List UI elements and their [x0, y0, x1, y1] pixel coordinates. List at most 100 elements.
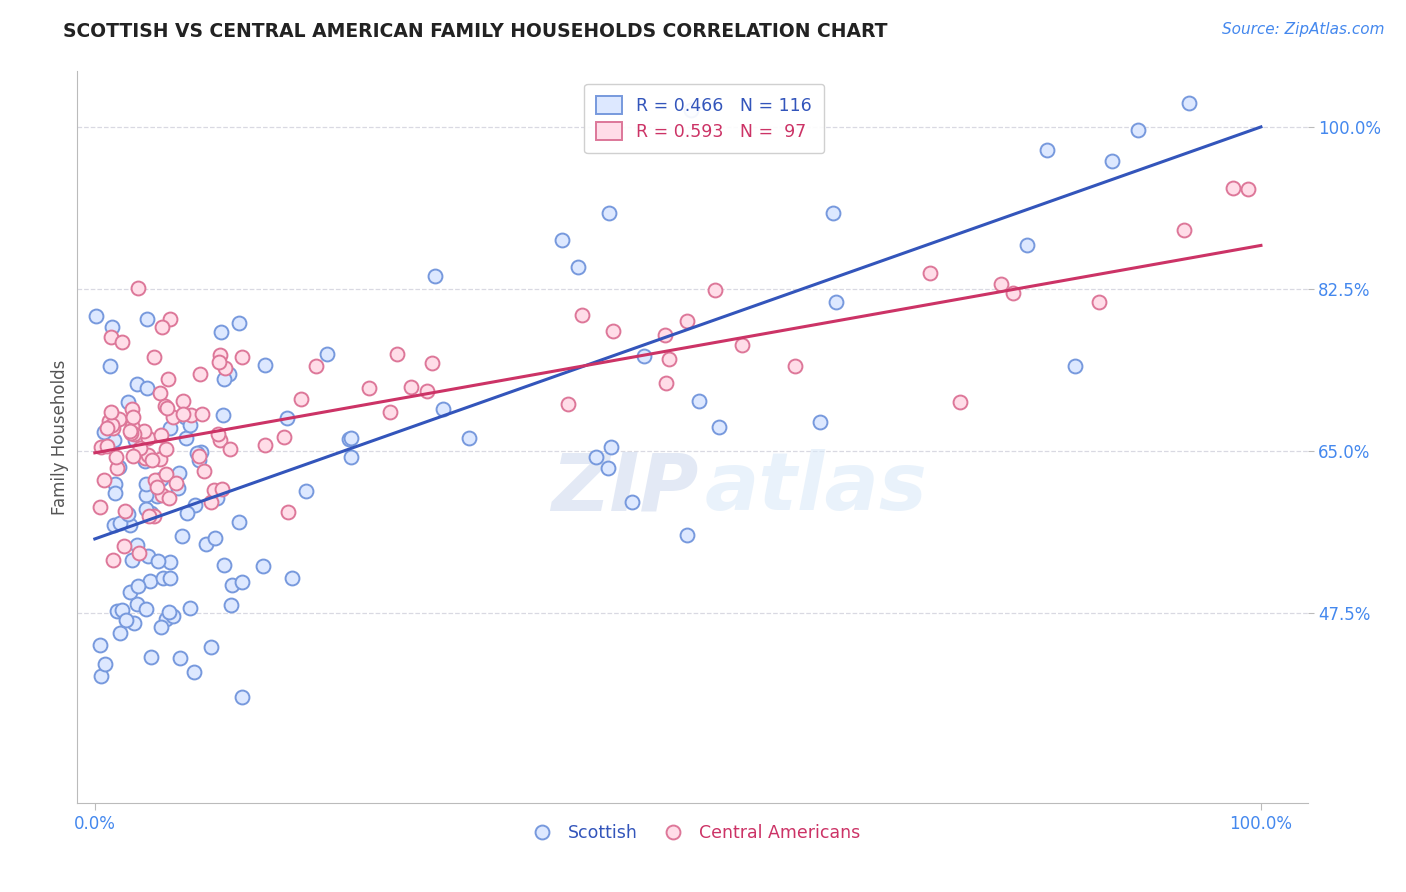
- Point: [207, 426, 229, 441]
- Point: [219, 598, 242, 612]
- Point: [432, 401, 454, 416]
- Point: [337, 432, 360, 446]
- Point: [152, 571, 174, 585]
- Point: [598, 206, 620, 220]
- Point: [135, 502, 157, 516]
- Point: [654, 376, 676, 391]
- Point: [276, 410, 298, 425]
- Point: [139, 574, 162, 588]
- Point: [136, 431, 159, 445]
- Point: [186, 445, 208, 459]
- Point: [96, 438, 118, 452]
- Point: [156, 401, 179, 416]
- Point: [621, 494, 644, 508]
- Point: [204, 531, 226, 545]
- Point: [103, 518, 125, 533]
- Point: [228, 515, 250, 529]
- Point: [295, 484, 318, 499]
- Point: [150, 428, 173, 442]
- Point: [103, 421, 125, 435]
- Point: [231, 350, 253, 364]
- Point: [97, 414, 120, 428]
- Point: [253, 359, 276, 373]
- Point: [183, 665, 205, 679]
- Point: [89, 500, 111, 514]
- Point: [214, 361, 236, 376]
- Point: [172, 407, 194, 421]
- Point: [90, 441, 112, 455]
- Point: [359, 382, 381, 396]
- Point: [218, 368, 240, 382]
- Point: [128, 442, 150, 456]
- Point: [166, 481, 188, 495]
- Point: [172, 529, 194, 543]
- Point: [150, 488, 173, 502]
- Point: [121, 553, 143, 567]
- Point: [124, 615, 146, 630]
- Point: [783, 359, 806, 374]
- Point: [567, 260, 589, 274]
- Point: [675, 527, 697, 541]
- Point: [1243, 39, 1265, 54]
- Point: [138, 448, 160, 462]
- Point: [127, 538, 149, 552]
- Point: [731, 338, 754, 352]
- Point: [117, 395, 139, 409]
- Point: [676, 314, 699, 328]
- Point: [188, 450, 211, 464]
- Point: [228, 316, 250, 330]
- Point: [949, 395, 972, 409]
- Point: [141, 452, 163, 467]
- Point: [281, 571, 304, 585]
- Point: [100, 320, 122, 334]
- Point: [128, 546, 150, 560]
- Point: [157, 491, 180, 506]
- Point: [1178, 95, 1201, 110]
- Point: [707, 420, 730, 434]
- Point: [550, 233, 572, 247]
- Point: [100, 417, 122, 432]
- Point: [180, 408, 202, 422]
- Point: [127, 377, 149, 392]
- Point: [823, 205, 845, 219]
- Point: [658, 352, 681, 367]
- Point: [221, 578, 243, 592]
- Text: SCOTTISH VS CENTRAL AMERICAN FAMILY HOUSEHOLDS CORRELATION CHART: SCOTTISH VS CENTRAL AMERICAN FAMILY HOUS…: [63, 22, 887, 41]
- Point: [134, 454, 156, 468]
- Point: [205, 491, 228, 505]
- Point: [179, 417, 201, 432]
- Point: [138, 508, 160, 523]
- Point: [148, 554, 170, 568]
- Point: [200, 495, 222, 509]
- Point: [100, 330, 122, 344]
- Point: [219, 442, 242, 456]
- Point: [148, 451, 170, 466]
- Point: [136, 549, 159, 563]
- Point: [149, 472, 172, 486]
- Point: [159, 555, 181, 569]
- Point: [704, 283, 727, 297]
- Point: [599, 441, 621, 455]
- Point: [146, 480, 169, 494]
- Point: [155, 467, 177, 481]
- Point: [105, 450, 128, 464]
- Point: [121, 419, 143, 434]
- Point: [93, 425, 115, 440]
- Point: [688, 394, 710, 409]
- Point: [105, 604, 128, 618]
- Point: [139, 506, 162, 520]
- Point: [149, 386, 172, 401]
- Text: Source: ZipAtlas.com: Source: ZipAtlas.com: [1222, 22, 1385, 37]
- Point: [184, 498, 207, 512]
- Point: [111, 603, 134, 617]
- Point: [585, 450, 607, 465]
- Point: [990, 277, 1012, 291]
- Point: [1015, 238, 1038, 252]
- Point: [117, 508, 139, 522]
- Point: [167, 467, 190, 481]
- Point: [156, 372, 179, 386]
- Text: ZIP: ZIP: [551, 450, 699, 527]
- Point: [125, 597, 148, 611]
- Point: [200, 640, 222, 654]
- Point: [1101, 153, 1123, 168]
